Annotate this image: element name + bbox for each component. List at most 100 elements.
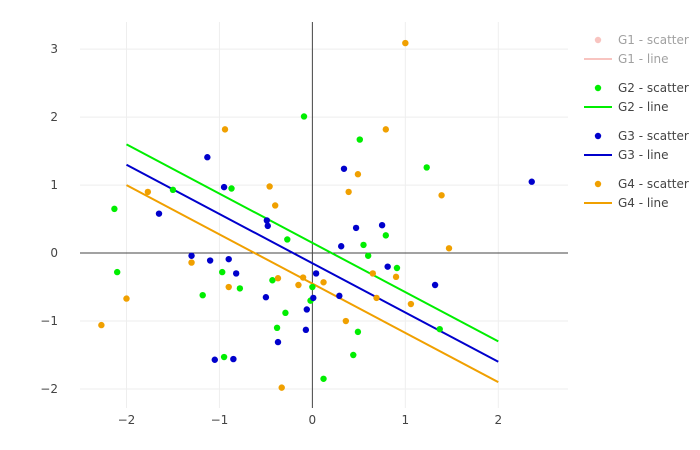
g3-line — [126, 163, 499, 363]
legend-marker-g4-scatter — [594, 180, 602, 188]
legend-item-g1-scatter[interactable]: G1 - scatter — [594, 33, 689, 47]
y-tick-label: 1 — [50, 178, 58, 192]
x-tick-label: 2 — [494, 413, 502, 427]
g4-point — [445, 245, 453, 252]
g4-point — [123, 295, 130, 302]
g2-point — [382, 232, 390, 239]
g3-point — [211, 356, 218, 363]
g4-point — [188, 259, 195, 266]
legend-label-g4-line: G4 - line — [618, 196, 669, 210]
g4-point — [392, 273, 400, 281]
trend-lines — [126, 143, 499, 384]
y-tick-label: −2 — [40, 382, 58, 396]
g3-point — [336, 292, 343, 300]
g3-point — [352, 224, 360, 232]
g3-point — [262, 294, 270, 301]
legend-label-g4-scatter: G4 - scatter — [618, 177, 689, 191]
g4-line — [126, 184, 499, 384]
g2-point — [320, 375, 327, 382]
g2-point — [113, 268, 121, 276]
legend-item-g3-scatter[interactable]: G3 - scatter — [594, 129, 689, 143]
g2-point — [423, 164, 430, 171]
g4-point — [407, 300, 415, 308]
g3-point — [310, 294, 317, 302]
g4-point — [274, 275, 282, 282]
g3-point — [155, 210, 163, 217]
legend-item-g4-line[interactable]: G4 - line — [584, 196, 669, 210]
g3-point — [263, 217, 271, 224]
legend: G1 - scatter G1 - line G2 - scatter G2 - li… — [584, 33, 689, 210]
g4-point — [369, 270, 376, 277]
legend-marker-g2-scatter — [594, 84, 602, 92]
x-tick-label: −2 — [118, 413, 136, 427]
g2-point — [300, 113, 308, 120]
g2-point — [436, 325, 443, 333]
g4-point — [438, 192, 445, 199]
y-axis-ticks: −2 −1 0 1 2 3 — [40, 42, 58, 396]
x-axis-ticks: −2 −1 0 1 2 — [118, 413, 502, 427]
y-tick-label: −1 — [40, 314, 58, 328]
legend-item-g3-line[interactable]: G3 - line — [584, 148, 669, 162]
g3-point — [302, 326, 310, 334]
legend-marker-g3-scatter — [594, 132, 602, 140]
g2-point — [284, 236, 291, 243]
g2-point — [282, 309, 289, 317]
g2-point — [356, 136, 363, 143]
g2-point — [269, 277, 276, 284]
g3-point — [232, 270, 240, 277]
g3-point — [312, 270, 320, 277]
g3-point — [303, 306, 311, 313]
legend-label-g2-scatter: G2 - scatter — [618, 81, 689, 95]
g3-point — [204, 154, 211, 161]
g3-point — [225, 255, 232, 263]
zero-lines — [80, 22, 568, 408]
legend-label-g1-scatter: G1 - scatter — [618, 33, 689, 47]
legend-label-g1-line: G1 - line — [618, 52, 669, 66]
g3-point — [264, 222, 271, 230]
scatter-points — [98, 39, 535, 391]
g3-point — [378, 221, 386, 229]
g3-point — [431, 281, 439, 289]
y-tick-label: 2 — [50, 110, 58, 124]
g2-point — [219, 268, 226, 276]
g2-point — [273, 324, 281, 332]
g3-point — [188, 252, 195, 259]
g3-point — [230, 355, 237, 363]
g4-point — [345, 188, 352, 196]
g2-point — [199, 291, 206, 299]
g4-point — [295, 281, 302, 289]
legend-marker-g1-scatter — [594, 36, 602, 44]
g4-point — [320, 279, 327, 286]
y-tick-label: 0 — [50, 246, 58, 260]
g2-point — [228, 185, 235, 192]
x-tick-label: 0 — [309, 413, 317, 427]
legend-label-g3-line: G3 - line — [618, 148, 669, 162]
legend-item-g4-scatter[interactable]: G4 - scatter — [594, 177, 689, 191]
g4-point — [299, 274, 307, 281]
g2-point — [309, 283, 316, 291]
g3-point — [337, 243, 345, 250]
g2-point — [350, 351, 357, 359]
legend-label-g3-scatter: G3 - scatter — [618, 129, 689, 143]
g2-point — [220, 353, 228, 361]
g3-point — [384, 263, 391, 270]
g2-point — [354, 328, 362, 336]
y-tick-label: 3 — [50, 42, 58, 56]
g2-point — [236, 285, 244, 292]
g4-point — [278, 384, 285, 391]
g3-point — [528, 178, 535, 185]
g3-point — [220, 183, 228, 191]
legend-item-g2-scatter[interactable]: G2 - scatter — [594, 81, 689, 95]
g2-point — [364, 252, 372, 259]
x-tick-label: 1 — [402, 413, 410, 427]
g4-point — [354, 171, 362, 178]
legend-item-g2-line[interactable]: G2 - line — [584, 100, 669, 114]
g4-point — [266, 183, 273, 190]
g4-point — [373, 294, 380, 302]
legend-item-g1-line[interactable]: G1 - line — [584, 52, 669, 66]
x-tick-label: −1 — [211, 413, 229, 427]
grid-lines — [80, 22, 568, 408]
g4-point — [98, 321, 105, 329]
